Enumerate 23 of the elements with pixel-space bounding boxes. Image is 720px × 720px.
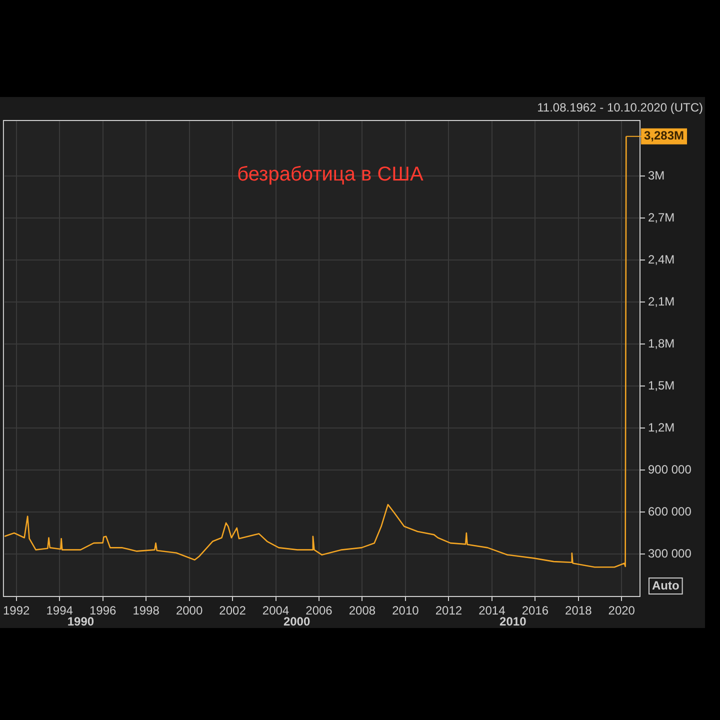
y-tick-label: 2,1M xyxy=(648,294,675,308)
x-tick-label: 2018 xyxy=(565,604,592,618)
y-tick-label: 1,5M xyxy=(648,378,675,392)
x-tick-label: 2020 xyxy=(608,604,636,618)
annotation: 3,283M xyxy=(644,128,684,143)
x-tick-label: 2012 xyxy=(435,604,462,618)
y-tick-label: 1,2M xyxy=(648,420,675,434)
y-tick-label: 900 000 xyxy=(648,462,692,476)
x-tick-label: 2002 xyxy=(219,604,246,618)
text: безработица в США xyxy=(237,164,424,186)
x-tick-label: 1992 xyxy=(2,604,30,618)
y-tick-label: 2,4M xyxy=(648,252,675,266)
y-tick-label: 300 000 xyxy=(648,546,692,560)
y-tick-label: 2,7M xyxy=(648,210,675,224)
y-tick-label: 3M xyxy=(648,168,665,182)
text: Auto xyxy=(652,578,680,592)
y-tick-label: 600 000 xyxy=(648,504,692,518)
x-tick-label: 2000 xyxy=(176,604,203,618)
y-tick-label: 1,8M xyxy=(648,336,675,350)
x-tick-label: 2008 xyxy=(348,604,376,618)
x-tick-label: 1998 xyxy=(132,604,160,618)
x-tick-label: 2010 xyxy=(392,604,420,618)
text: 11.08.1962 - 10.10.2020 (UTC) xyxy=(537,100,703,114)
